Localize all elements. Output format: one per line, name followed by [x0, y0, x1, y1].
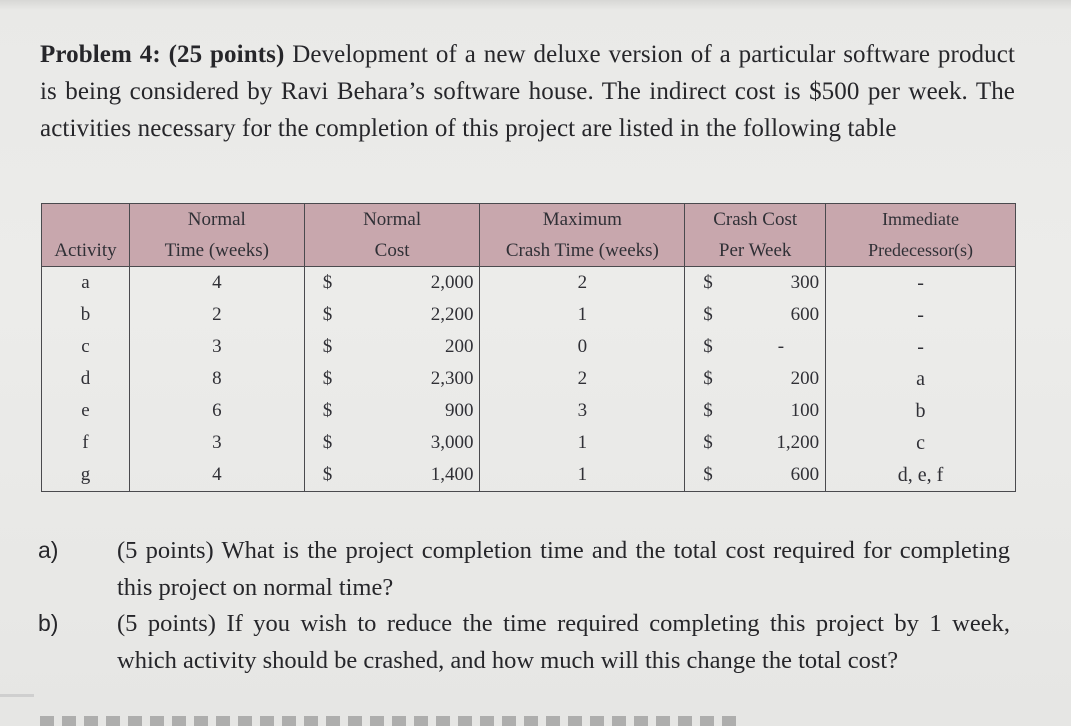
- activity-cell: d: [41, 363, 130, 395]
- question-b-text: (5 points) If you wish to reduce the tim…: [117, 610, 1010, 674]
- predecessor-subheader: Predecessor(s): [825, 235, 1016, 267]
- activity-header: Activity: [41, 235, 130, 267]
- problem-heading: Problem 4: (25 points): [40, 41, 285, 68]
- normal-cost-currency: $: [303, 427, 365, 459]
- normal-time-cell: 3: [128, 427, 305, 459]
- normal-cost-currency: $: [303, 299, 365, 331]
- normal-cost-currency: $: [303, 459, 365, 492]
- normal-cost-cell: 2,200: [364, 299, 481, 331]
- activity-header-top: [41, 203, 130, 235]
- normal-cost-cell: 2,000: [364, 266, 481, 299]
- crash-cost-currency: $: [684, 395, 737, 427]
- predecessor-cell: b: [825, 395, 1016, 427]
- crash-cost-currency: $: [684, 427, 737, 459]
- activity-cell: g: [41, 459, 130, 492]
- table-row: d 8 $2,300 2 $200 a: [41, 363, 1016, 395]
- problem-statement: Problem 4: (25 points) Development of a …: [40, 36, 1015, 147]
- predecessor-cell: -: [825, 331, 1016, 363]
- activity-cell: f: [41, 427, 130, 459]
- max-crash-cell: 2: [479, 363, 686, 395]
- activity-cell: e: [41, 395, 130, 427]
- crash-cost-currency: $: [684, 459, 737, 492]
- max-crash-cell: 2: [479, 266, 686, 299]
- normal-time-cell: 3: [128, 331, 305, 363]
- normal-cost-header: Normal: [303, 203, 481, 235]
- table-header-row-1: Normal Normal Maximum Crash Cost Immedia…: [41, 203, 1016, 235]
- predecessor-cell: -: [825, 266, 1016, 299]
- max-crash-cell: 3: [479, 395, 686, 427]
- crash-cost-cell: 1,200: [736, 427, 827, 459]
- table-row: b 2 $2,200 1 $600-: [41, 299, 1016, 331]
- normal-cost-currency: $: [303, 363, 365, 395]
- max-crash-cell: 1: [479, 459, 686, 492]
- problem-text: Development of a new deluxe version of a…: [40, 41, 1016, 142]
- crash-cost-cell: 600: [736, 459, 827, 492]
- page-top-edge: [0, 0, 1071, 10]
- table-header-row-2: Activity Time (weeks) Cost Crash Time (w…: [41, 235, 1016, 267]
- normal-cost-cell: 900: [364, 395, 481, 427]
- normal-cost-cell: 1,400: [364, 459, 481, 492]
- activity-cell: a: [41, 266, 130, 299]
- predecessor-cell: c: [825, 427, 1016, 459]
- question-a-label: a): [38, 537, 59, 563]
- table-body: a 4 $2,000 2 $300- b 2 $2,200 1 $600- c 3 $200 0 $ - - d 8…: [41, 266, 1016, 492]
- activity-cell: c: [41, 331, 130, 363]
- normal-cost-currency: $: [303, 331, 365, 363]
- predecessor-cell: -: [825, 299, 1016, 331]
- table-row: e 6 $900 3 $100 b: [41, 395, 1016, 427]
- activity-cell: b: [41, 299, 130, 331]
- max-crash-cell: 1: [479, 299, 686, 331]
- normal-time-cell: 8: [128, 363, 305, 395]
- normal-cost-currency: $: [303, 395, 365, 427]
- cut-off-next-line: [0, 712, 1071, 726]
- margin-mark: [0, 694, 34, 697]
- normal-cost-cell: 3,000: [364, 427, 481, 459]
- table-row: f 3 $3,000 1 $1,200 c: [41, 427, 1016, 459]
- normal-time-cell: 2: [128, 299, 305, 331]
- normal-cost-cell: 200: [364, 331, 481, 363]
- normal-cost-subheader: Cost: [303, 235, 481, 267]
- max-crash-subheader: Crash Time (weeks): [479, 235, 686, 267]
- crash-cost-currency: $: [684, 331, 737, 363]
- activities-table: Normal Normal Maximum Crash Cost Immedia…: [41, 203, 1016, 492]
- predecessor-cell: d, e, f: [825, 459, 1016, 492]
- normal-time-cell: 6: [128, 395, 305, 427]
- predecessor-header: Immediate: [825, 203, 1016, 235]
- normal-cost-cell: 2,300: [364, 363, 481, 395]
- normal-cost-currency: $: [303, 266, 365, 299]
- max-crash-cell: 0: [479, 331, 686, 363]
- normal-time-cell: 4: [128, 266, 305, 299]
- crash-cost-currency: $: [684, 266, 737, 299]
- max-crash-cell: 1: [479, 427, 686, 459]
- normal-time-cell: 4: [128, 459, 305, 492]
- crash-cost-subheader: Per Week: [684, 235, 827, 267]
- crash-cost-cell: -: [736, 331, 827, 363]
- max-crash-header: Maximum: [479, 203, 686, 235]
- question-b-label: b): [38, 610, 59, 636]
- crash-cost-cell: 100: [736, 395, 827, 427]
- crash-cost-currency: $: [684, 363, 737, 395]
- table-row: g 4 $1,400 1 $600 d, e, f: [41, 459, 1016, 492]
- question-a-text: (5 points) What is the project completio…: [117, 537, 1010, 601]
- normal-time-subheader: Time (weeks): [128, 235, 305, 267]
- crash-cost-cell: 200: [736, 363, 827, 395]
- crash-cost-header: Crash Cost: [684, 203, 827, 235]
- table-row: a 4 $2,000 2 $300-: [41, 266, 1016, 299]
- predecessor-cell: a: [825, 363, 1016, 395]
- crash-cost-cell: 600: [736, 299, 827, 331]
- table-row: c 3 $200 0 $ - -: [41, 331, 1016, 363]
- crash-cost-cell: 300: [736, 266, 827, 299]
- crash-cost-currency: $: [684, 299, 737, 331]
- normal-time-header: Normal: [128, 203, 305, 235]
